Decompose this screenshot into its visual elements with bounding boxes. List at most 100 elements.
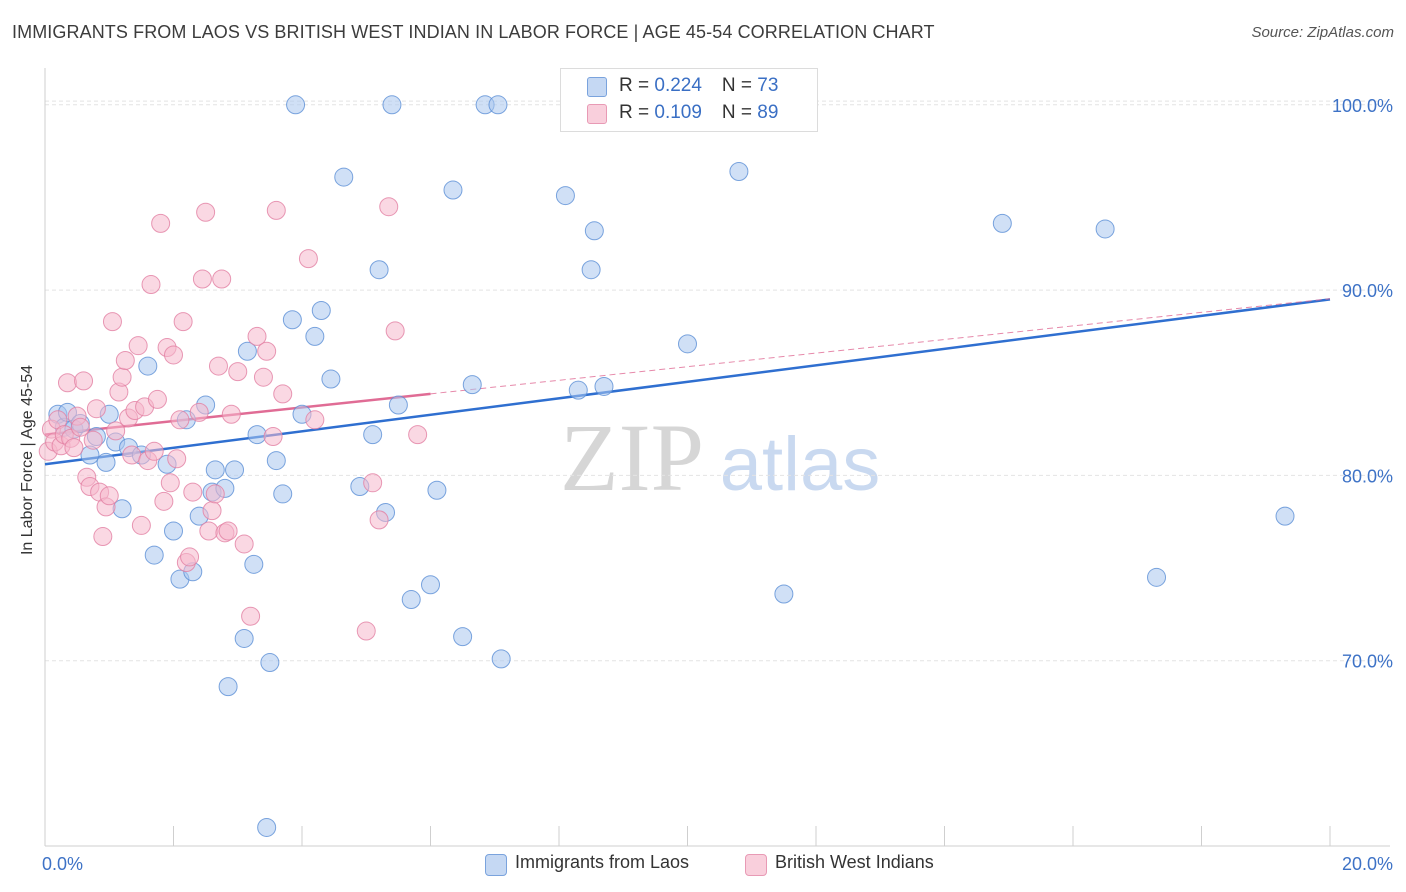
bwi-point (64, 438, 84, 458)
bwi-point (202, 501, 222, 521)
bwi-point (183, 482, 203, 502)
stats-n-value: 89 (757, 102, 779, 123)
bwi-point (147, 389, 167, 409)
laos-point (305, 326, 325, 346)
laos-point (369, 260, 389, 280)
stats-n-label: N = (721, 75, 758, 96)
laos-point (1095, 219, 1115, 239)
bwi-point (205, 484, 225, 504)
laos-point (260, 653, 280, 673)
laos-point (225, 460, 245, 480)
bwi-point (363, 473, 383, 493)
trend-line-bwi-extension (430, 298, 1331, 395)
laos-point (321, 369, 341, 389)
bwi-point (106, 421, 126, 441)
stats-r-label: R = (619, 102, 655, 123)
bwi-point (144, 441, 164, 461)
bwi-point (257, 341, 277, 361)
laos-point (488, 95, 508, 115)
bwi-point (128, 336, 148, 356)
laos-point (334, 167, 354, 187)
bwi-point (115, 351, 135, 371)
bwi-point (234, 534, 254, 554)
laos-point (992, 213, 1012, 233)
bwi-point (192, 269, 212, 289)
bwi-point (167, 449, 187, 469)
bwi-point (93, 527, 113, 547)
laos-point (421, 575, 440, 595)
bwi-point (305, 410, 325, 430)
laos-point (462, 375, 482, 395)
laos-point (164, 521, 183, 541)
bwi-point (408, 425, 428, 445)
tick-labels: 70.0% 80.0% 90.0% 100.0% 0.0% 20.0% (42, 96, 1393, 874)
bwi-point (369, 510, 389, 530)
laos-point (1275, 506, 1295, 526)
bwi-point (241, 606, 261, 626)
legend: Immigrants from Laos British West Indian… (0, 852, 1406, 876)
laos-point (138, 356, 158, 376)
y-tick-label: 70.0% (1342, 652, 1393, 672)
bwi-point (102, 312, 122, 332)
bwi-point (221, 404, 241, 424)
bwi-point (131, 515, 151, 535)
bwi-point (385, 321, 405, 341)
laos-point (234, 628, 254, 648)
stats-swatch-laos (587, 77, 607, 97)
laos-point (594, 376, 614, 396)
y-tick-label: 80.0% (1342, 466, 1393, 486)
bwi-point (266, 200, 286, 220)
bwi-point (112, 367, 132, 387)
y-tick-label: 100.0% (1332, 96, 1393, 116)
bwi-point (379, 197, 399, 217)
bwi-point (263, 426, 283, 446)
bwi-point (218, 521, 238, 541)
watermark-atlas: atlas (720, 422, 881, 507)
laos-point (257, 817, 277, 837)
laos-point (581, 260, 601, 280)
laos-point (401, 590, 421, 610)
bwi-point (356, 621, 376, 641)
bwi-point (199, 521, 219, 541)
bwi-point (189, 402, 209, 422)
laos-point (453, 627, 473, 647)
bwi-point (160, 473, 180, 493)
grid-lines (45, 100, 1390, 662)
laos-point (443, 180, 463, 200)
bwi-point (151, 213, 171, 233)
legend-swatch-bwi (745, 854, 767, 876)
legend-label-bwi: British West Indians (775, 852, 934, 872)
laos-point (286, 95, 306, 115)
laos-point (729, 162, 749, 182)
bwi-point (154, 491, 174, 511)
bwi-point (253, 367, 273, 387)
bwi-point (83, 430, 103, 450)
laos-point (218, 677, 238, 697)
bwi-point (164, 345, 183, 365)
x-tick-label-min: 0.0% (42, 854, 83, 874)
bwi-point (180, 547, 200, 567)
bwi-point (247, 326, 267, 346)
chart-title: IMMIGRANTS FROM LAOS VS BRITISH WEST IND… (12, 22, 935, 42)
bwi-point (173, 312, 193, 332)
x-tick-label-max: 20.0% (1342, 854, 1393, 874)
legend-swatch-laos (485, 854, 507, 876)
stats-swatch-bwi (587, 104, 607, 124)
laos-point (363, 425, 383, 445)
laos-point (774, 584, 794, 604)
bwi-point (74, 371, 94, 391)
stats-r-label: R = (619, 75, 655, 96)
laos-point (247, 425, 267, 445)
bwi-point (141, 275, 161, 295)
bwi-point (273, 384, 293, 404)
laos-point (678, 334, 697, 354)
data-points (38, 95, 1295, 837)
laos-point (1147, 567, 1167, 587)
laos-point (273, 484, 293, 504)
stats-r-value: 0.224 (654, 75, 702, 96)
laos-point (584, 221, 604, 241)
bwi-point (99, 486, 119, 506)
laos-point (237, 341, 257, 361)
laos-point (568, 380, 588, 400)
